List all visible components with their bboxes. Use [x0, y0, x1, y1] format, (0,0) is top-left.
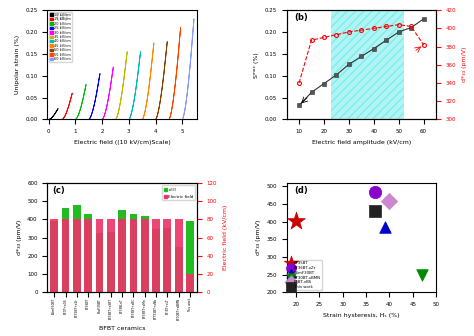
Bar [129, 214, 137, 292]
Bar [152, 228, 160, 292]
BSmF30BT [381, 224, 389, 230]
Legend: d'$_{33}$, Electric field: d'$_{33}$, Electric field [163, 185, 195, 200]
Bar [84, 214, 92, 292]
X-axis label: Electric field ((10 kV/cm)Scale): Electric field ((10 kV/cm)Scale) [74, 140, 171, 145]
Bar [73, 219, 81, 292]
Bar [96, 233, 103, 292]
Bar [129, 219, 137, 292]
Bar [50, 221, 58, 292]
BF30BT-xBMN [418, 273, 426, 278]
X-axis label: Electric field amplitude (kV/cm): Electric field amplitude (kV/cm) [312, 140, 411, 145]
Bar [186, 221, 194, 292]
Bar [164, 219, 172, 292]
Bar [164, 227, 172, 292]
Bar [50, 219, 58, 292]
Text: (d): (d) [294, 186, 308, 195]
Y-axis label: Electric field (kV/cm): Electric field (kV/cm) [223, 205, 228, 270]
Y-axis label: Sᵐᵃˣ (%): Sᵐᵃˣ (%) [254, 52, 259, 78]
Bar [84, 219, 92, 292]
Bar [107, 219, 115, 292]
Bar [96, 219, 103, 292]
X-axis label: Strain hysteresis, Hₛ (%): Strain hysteresis, Hₛ (%) [323, 312, 400, 318]
This work [372, 208, 379, 214]
Text: (b): (b) [294, 13, 308, 23]
Bar [331, 10, 404, 120]
Bar [141, 219, 149, 292]
Bar [152, 219, 160, 292]
BF36BT-xZr [372, 189, 379, 195]
Bar [62, 208, 70, 292]
Bar [107, 232, 115, 292]
Legend: 10 kV/cm, 15 kV/cm, 20 kV/cm, 25 kV/cm, 30 kV/cm, 35 kV/cm, 40 kV/cm, 45 kV/cm, : 10 kV/cm, 15 kV/cm, 20 kV/cm, 25 kV/cm, … [49, 12, 72, 62]
Bar [118, 219, 126, 292]
Y-axis label: d*₃₃ (pm/V): d*₃₃ (pm/V) [256, 220, 261, 255]
BF35BT [292, 218, 300, 223]
X-axis label: BFBT ceramics: BFBT ceramics [99, 326, 146, 331]
Y-axis label: d*₃₃ (pm/V): d*₃₃ (pm/V) [17, 220, 22, 255]
Bar [175, 247, 183, 292]
BFBT-xBS [385, 198, 393, 203]
Y-axis label: Unipolar strain (%): Unipolar strain (%) [15, 35, 20, 94]
Legend: BF35BT, BF36BT-xZr, BSmF30BT, BF30BT-xBMN, BFBT-xBS, This work: BF35BT, BF36BT-xZr, BSmF30BT, BF30BT-xBM… [289, 260, 322, 290]
Text: (a): (a) [55, 13, 68, 23]
Bar [118, 210, 126, 292]
Bar [141, 216, 149, 292]
Y-axis label: d*₃₃ (pm/V): d*₃₃ (pm/V) [462, 47, 467, 82]
Bar [186, 274, 194, 292]
Bar [62, 219, 70, 292]
Bar [175, 219, 183, 292]
Text: (c): (c) [52, 186, 64, 195]
Bar [73, 205, 81, 292]
